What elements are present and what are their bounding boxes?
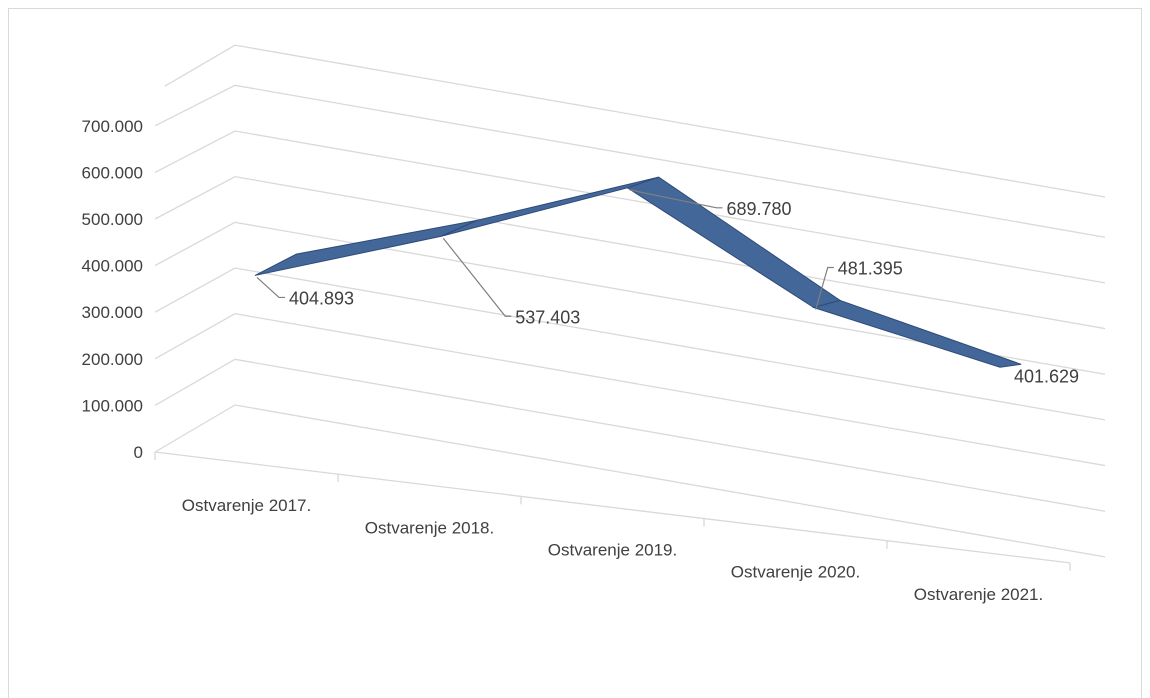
gridline [154,404,1106,558]
gridline [154,221,1106,375]
x-axis-line [154,451,1071,564]
y-tick-label: 700.000 [82,117,143,136]
series-ribbon [254,176,1022,368]
gridline [154,175,1106,330]
data-label-leader [442,237,512,317]
chart-frame [8,8,1142,698]
series-segment [254,219,478,276]
data-label-leader [815,266,834,310]
x-category-label: Ostvarenje 2020. [731,563,860,582]
gridline [154,267,1106,421]
y-axis-tick-labels: 0 100.000 200.000 300.000 400.000 500.000 600.… [82,117,143,462]
x-category-label: Ostvarenje 2019. [548,540,677,559]
data-label: 401.629 [1014,366,1079,386]
y-tick-label: 0 [134,443,143,462]
gridline [154,358,1106,512]
data-label: 537.403 [515,307,580,327]
y-tick-label: 200.000 [82,350,143,369]
data-labels: 404.893 537.403 689.780 481.395 401.629 [289,199,1079,386]
series-segment [626,176,842,309]
y-tick-label: 100.000 [82,396,143,415]
y-tick-label: 500.000 [82,210,143,229]
data-label-leader [629,189,723,209]
series-segment [811,299,1022,368]
gridlines [154,44,1106,558]
data-label: 689.780 [727,199,792,219]
y-tick-label: 300.000 [82,303,143,322]
data-label-leaders [256,189,834,317]
gridline [164,44,1106,198]
y-tick-label: 600.000 [82,163,143,182]
x-axis [154,451,1071,571]
x-category-label: Ostvarenje 2018. [365,518,494,537]
gridline [154,84,1106,238]
data-label: 404.893 [289,288,354,308]
x-category-label: Ostvarenje 2021. [914,585,1043,604]
gridline [154,130,1106,284]
data-label: 481.395 [838,259,903,279]
data-label-leader [256,276,285,299]
x-axis-category-labels: Ostvarenje 2017. Ostvarenje 2018. Ostvaren… [182,496,1043,604]
x-category-label: Ostvarenje 2017. [182,496,311,515]
gridline [154,312,1106,467]
y-tick-label: 400.000 [82,257,143,276]
